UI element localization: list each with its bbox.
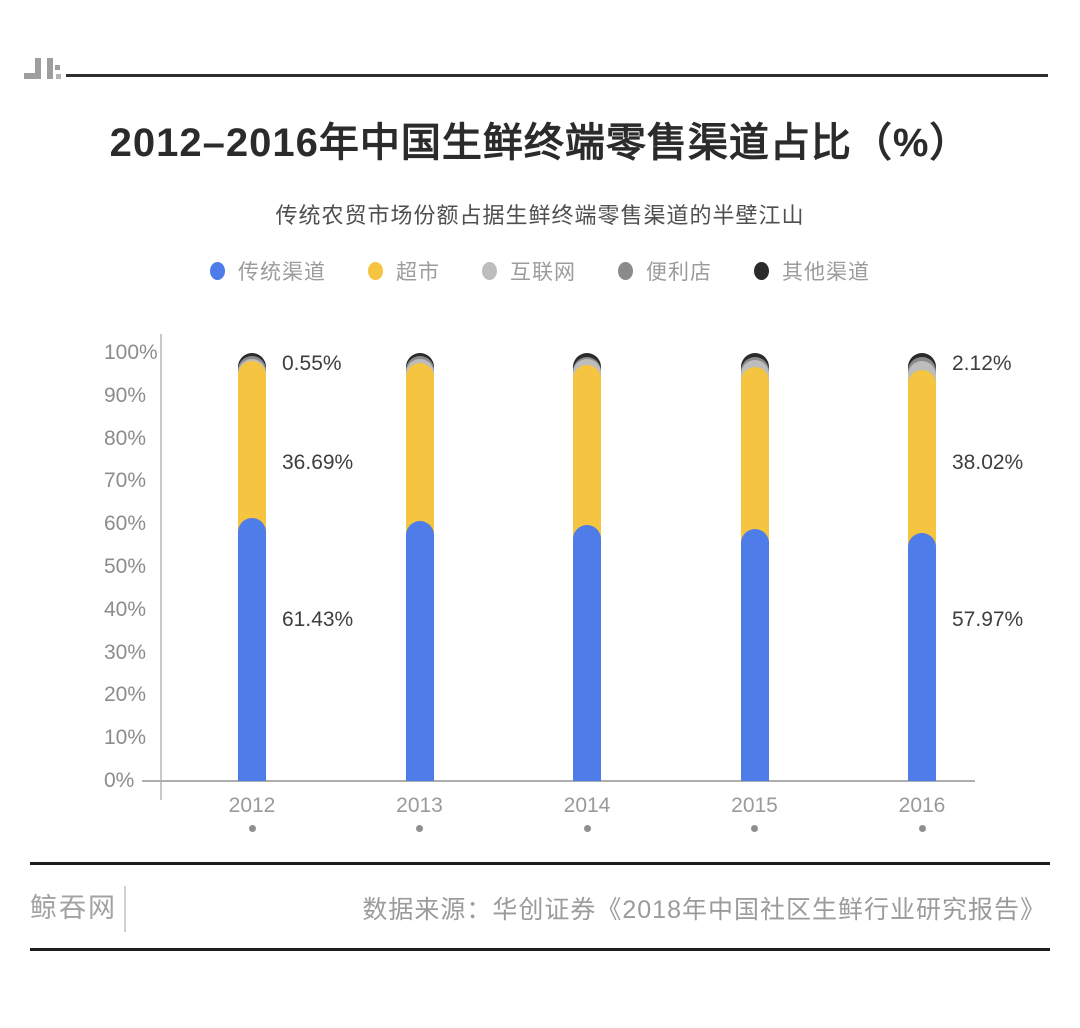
year-marker-dot-icon bbox=[918, 825, 926, 832]
x-axis-baseline bbox=[142, 780, 975, 782]
y-axis-tick-label: 70% bbox=[104, 469, 147, 493]
data-label: 0.55% bbox=[282, 351, 342, 375]
legend-item: 传统渠道 bbox=[210, 256, 326, 286]
legend-label: 传统渠道 bbox=[238, 261, 326, 284]
legend-label: 互联网 bbox=[510, 261, 576, 284]
data-label: 57.97% bbox=[952, 608, 1024, 632]
data-label: 38.02% bbox=[952, 450, 1024, 474]
chart-subtitle: 传统农贸市场份额占据生鲜终端零售渠道的半壁江山 bbox=[275, 203, 805, 228]
bar-segment-0-2015 bbox=[740, 528, 769, 781]
legend-item: 其他渠道 bbox=[754, 256, 870, 286]
page-title: 2012–2016年中国生鲜终端零售渠道占比（%） bbox=[109, 121, 971, 165]
year-marker-dot-icon bbox=[583, 825, 591, 832]
legend-item: 超市 bbox=[368, 256, 440, 286]
y-axis-tick-label: 50% bbox=[104, 555, 147, 578]
y-axis-tick-label: 60% bbox=[104, 512, 147, 536]
x-axis-label: 2015 bbox=[731, 794, 778, 817]
year-marker-dot-icon bbox=[416, 825, 423, 832]
bar-segment-0-2016 bbox=[908, 532, 936, 781]
legend-label: 其他渠道 bbox=[782, 261, 870, 284]
data-source-text: 数据来源：华创证券《2018年中国社区生鲜行业研究报告》 bbox=[362, 896, 1046, 924]
y-axis-line bbox=[160, 334, 162, 800]
x-axis-label: 2014 bbox=[563, 794, 611, 817]
brand-logo-icon bbox=[24, 56, 64, 88]
year-marker-dot-icon bbox=[248, 825, 256, 832]
legend-dot-icon bbox=[618, 262, 633, 280]
x-axis-label: 2013 bbox=[396, 794, 443, 817]
legend-dot-icon bbox=[482, 262, 497, 280]
footer-divider-line bbox=[124, 886, 126, 932]
legend-label: 便利店 bbox=[646, 261, 712, 284]
y-axis-tick-label: 100% bbox=[104, 341, 158, 364]
y-axis-tick-label: 20% bbox=[104, 683, 147, 707]
x-axis-label: 2012 bbox=[228, 794, 276, 817]
y-axis-tick-label: 90% bbox=[104, 383, 147, 407]
x-axis-label: 2016 bbox=[898, 794, 946, 817]
y-axis-tick-label: 10% bbox=[104, 726, 147, 750]
legend-label: 超市 bbox=[396, 261, 440, 284]
legend-item: 便利店 bbox=[618, 256, 712, 286]
footer-brand: 鲸吞网 bbox=[30, 893, 117, 923]
footer-top-rule bbox=[30, 862, 1050, 865]
bar-segment-0-2014 bbox=[573, 524, 601, 781]
bar-segment-0-2012 bbox=[238, 518, 266, 781]
data-label: 61.43% bbox=[282, 608, 354, 632]
y-axis-tick-label: 0% bbox=[104, 769, 135, 792]
legend-dot-icon bbox=[210, 262, 225, 280]
y-axis-tick-label: 80% bbox=[104, 426, 147, 450]
y-axis-tick-label: 40% bbox=[104, 597, 147, 621]
data-label: 36.69% bbox=[282, 450, 354, 474]
legend-dot-icon bbox=[368, 262, 383, 280]
chart-legend: 传统渠道 超市 互联网 便利店 其他渠道 bbox=[0, 256, 1080, 286]
bar-segment-0-2013 bbox=[405, 520, 434, 781]
year-marker-dot-icon bbox=[751, 825, 758, 832]
header-divider-line bbox=[66, 74, 1048, 77]
data-label: 2.12% bbox=[952, 351, 1012, 375]
y-axis-tick-label: 30% bbox=[104, 640, 147, 664]
footer-bottom-rule bbox=[30, 948, 1050, 951]
legend-dot-icon bbox=[754, 262, 769, 280]
legend-item: 互联网 bbox=[482, 256, 576, 286]
